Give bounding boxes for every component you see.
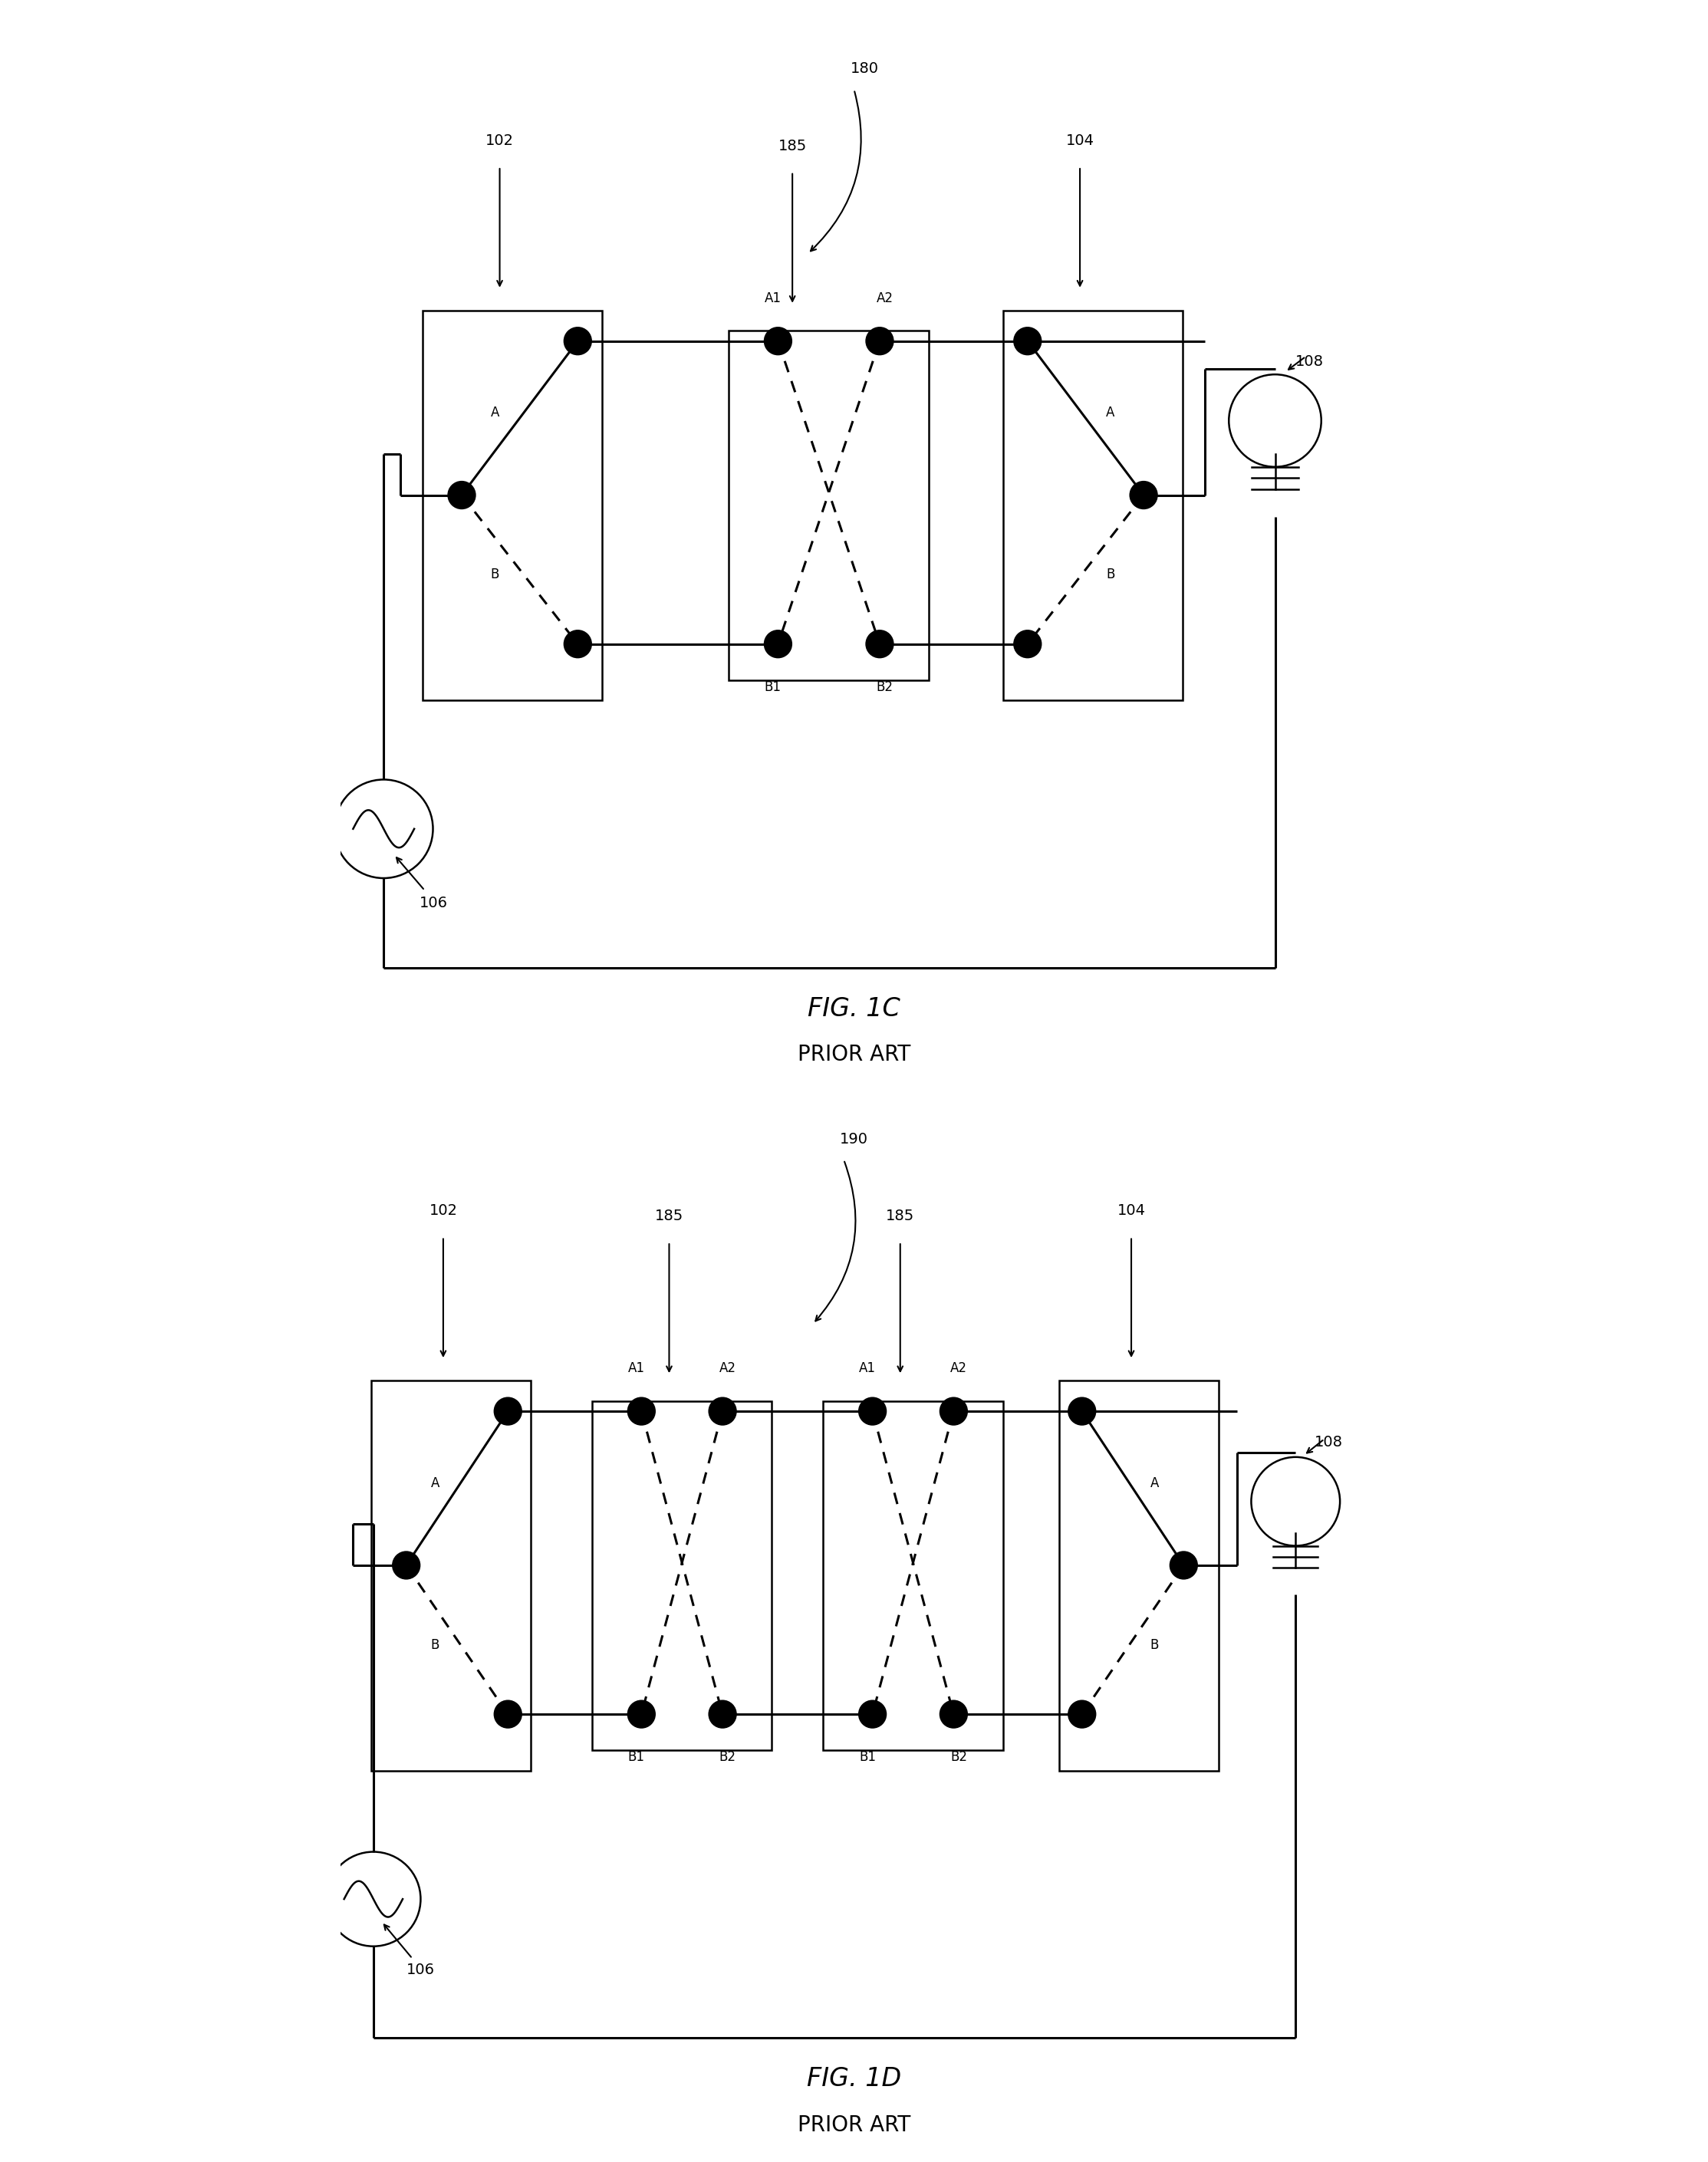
Bar xyxy=(823,1401,1003,1751)
Circle shape xyxy=(1131,482,1156,508)
Text: B: B xyxy=(1149,1639,1160,1652)
Text: PRIOR ART: PRIOR ART xyxy=(798,2114,910,2136)
Bar xyxy=(1003,311,1182,700)
Text: B2: B2 xyxy=(719,1751,736,1764)
Circle shape xyxy=(629,1399,654,1425)
Text: 102: 102 xyxy=(485,134,514,147)
Text: FIG. 1D: FIG. 1D xyxy=(806,2067,902,2091)
Text: 185: 185 xyxy=(779,138,806,154)
Text: A2: A2 xyxy=(950,1362,967,1375)
Text: 190: 190 xyxy=(840,1133,868,1146)
Text: 108: 108 xyxy=(1296,355,1324,370)
Circle shape xyxy=(709,1399,736,1425)
Text: B1: B1 xyxy=(629,1751,644,1764)
Text: A1: A1 xyxy=(859,1362,876,1375)
Text: 106: 106 xyxy=(407,1963,434,1978)
Text: B: B xyxy=(430,1639,439,1652)
Bar xyxy=(371,1382,531,1771)
Circle shape xyxy=(1069,1399,1095,1425)
Circle shape xyxy=(859,1701,886,1727)
Circle shape xyxy=(866,631,893,657)
Text: A: A xyxy=(1107,406,1115,419)
Text: 104: 104 xyxy=(1117,1204,1146,1217)
Circle shape xyxy=(765,329,791,355)
Text: 185: 185 xyxy=(654,1209,683,1224)
Circle shape xyxy=(1015,329,1040,355)
Circle shape xyxy=(564,329,591,355)
Circle shape xyxy=(564,631,591,657)
Circle shape xyxy=(1170,1552,1197,1578)
Bar xyxy=(422,311,603,700)
Circle shape xyxy=(1069,1701,1095,1727)
Text: 185: 185 xyxy=(886,1209,914,1224)
Circle shape xyxy=(765,631,791,657)
Bar xyxy=(729,331,929,679)
Circle shape xyxy=(447,482,475,508)
Bar xyxy=(593,1401,772,1751)
Text: A1: A1 xyxy=(629,1362,644,1375)
Circle shape xyxy=(709,1701,736,1727)
Text: PRIOR ART: PRIOR ART xyxy=(798,1044,910,1066)
Text: B1: B1 xyxy=(859,1751,876,1764)
Text: A1: A1 xyxy=(765,292,781,305)
Circle shape xyxy=(495,1399,521,1425)
Text: B1: B1 xyxy=(765,679,781,694)
Circle shape xyxy=(941,1399,967,1425)
Circle shape xyxy=(1015,631,1040,657)
Circle shape xyxy=(866,329,893,355)
Text: A2: A2 xyxy=(719,1362,736,1375)
Text: 180: 180 xyxy=(851,63,878,76)
Text: B: B xyxy=(490,569,499,582)
Text: 106: 106 xyxy=(420,895,447,910)
Bar xyxy=(1059,1382,1218,1771)
Text: A: A xyxy=(430,1477,439,1490)
Circle shape xyxy=(629,1701,654,1727)
Text: B: B xyxy=(1107,569,1115,582)
Text: B2: B2 xyxy=(950,1751,967,1764)
Circle shape xyxy=(941,1701,967,1727)
Text: B2: B2 xyxy=(876,679,893,694)
Text: A: A xyxy=(1149,1477,1160,1490)
Text: 104: 104 xyxy=(1066,134,1095,147)
Text: 102: 102 xyxy=(429,1204,458,1217)
Text: FIG. 1C: FIG. 1C xyxy=(808,997,900,1020)
Text: A2: A2 xyxy=(876,292,893,305)
Text: 108: 108 xyxy=(1313,1436,1342,1449)
Circle shape xyxy=(859,1399,886,1425)
Circle shape xyxy=(495,1701,521,1727)
Circle shape xyxy=(393,1552,420,1578)
Text: A: A xyxy=(490,406,499,419)
